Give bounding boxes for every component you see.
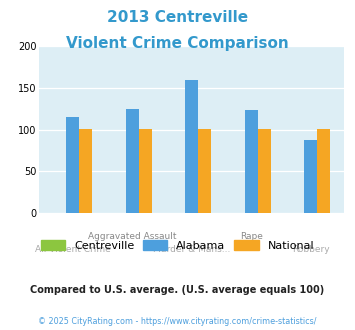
Text: Aggravated Assault: Aggravated Assault	[88, 232, 176, 241]
Bar	[198, 129, 211, 213]
Bar	[79, 129, 92, 213]
Legend: Centreville, Alabama, National: Centreville, Alabama, National	[36, 235, 319, 255]
Text: 2013 Centreville: 2013 Centreville	[107, 10, 248, 25]
Bar	[185, 80, 198, 213]
Text: Violent Crime Comparison: Violent Crime Comparison	[66, 36, 289, 51]
Text: © 2025 CityRating.com - https://www.cityrating.com/crime-statistics/: © 2025 CityRating.com - https://www.city…	[38, 317, 317, 326]
Bar	[258, 129, 271, 213]
Text: Murder & Mans...: Murder & Mans...	[153, 245, 230, 254]
Bar	[139, 129, 152, 213]
Bar	[304, 140, 317, 213]
Bar	[126, 109, 139, 213]
Bar	[317, 129, 331, 213]
Text: All Violent Crime: All Violent Crime	[35, 245, 110, 254]
Text: Compared to U.S. average. (U.S. average equals 100): Compared to U.S. average. (U.S. average …	[31, 285, 324, 295]
Text: Robbery: Robbery	[292, 245, 330, 254]
Bar	[245, 110, 258, 213]
Text: Rape: Rape	[240, 232, 263, 241]
Bar	[66, 117, 79, 213]
